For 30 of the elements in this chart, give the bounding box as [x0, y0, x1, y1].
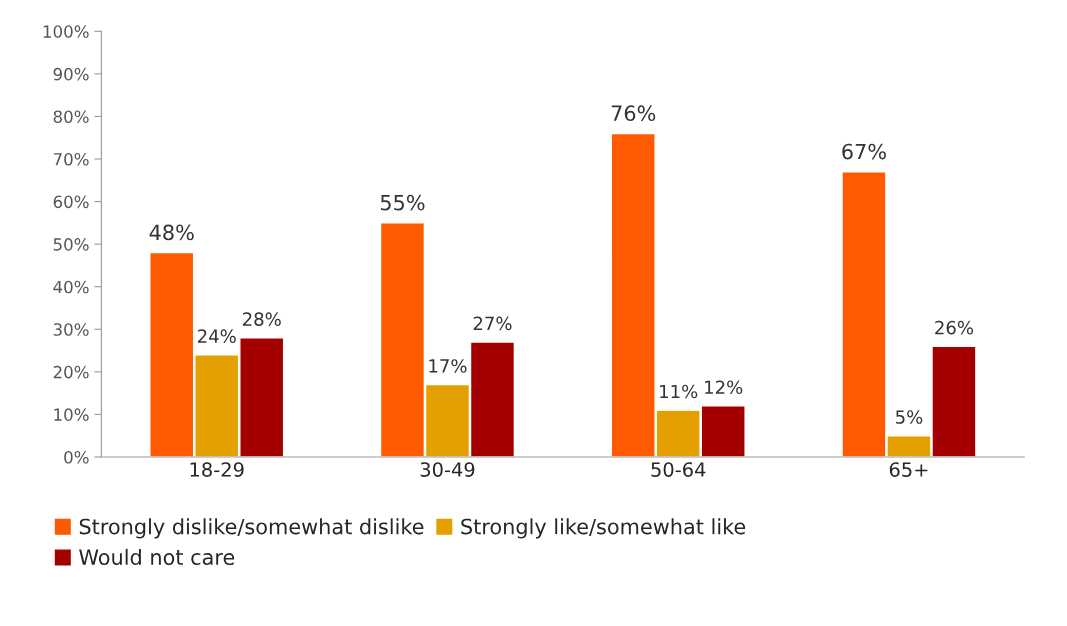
y-tick-label: 30% — [53, 323, 89, 336]
y-tick-label: 60% — [53, 195, 89, 209]
data-label: 26% — [935, 320, 974, 335]
y-tick-label: 100% — [43, 25, 89, 38]
legend-label: Would not care — [79, 548, 235, 565]
y-tick-label: 50% — [53, 238, 89, 251]
data-label: 28% — [242, 312, 281, 326]
data-label: 5% — [896, 410, 923, 424]
data-label: 48% — [149, 224, 194, 241]
x-tick-label: 30-49 — [420, 462, 475, 477]
data-label: 24% — [197, 329, 236, 343]
y-tick-label: 80% — [53, 110, 89, 124]
x-tick-label: 65+ — [889, 462, 928, 477]
legend-label: Strongly like/somewhat like — [461, 518, 746, 539]
y-tick-label: 40% — [53, 280, 89, 294]
x-tick-label: 50-64 — [651, 462, 706, 477]
y-tick-label: 70% — [53, 152, 89, 166]
legend-label: Strongly dislike/somewhat dislike — [79, 518, 424, 539]
x-tick-label: 18-29 — [190, 462, 244, 477]
data-label: 67% — [842, 143, 886, 160]
y-tick-label: 10% — [54, 408, 89, 421]
data-label: 11% — [660, 384, 698, 399]
data-label: 12% — [705, 380, 743, 395]
data-label: 17% — [429, 359, 467, 373]
data-label: 55% — [380, 194, 425, 211]
y-tick-label: 0% — [64, 450, 89, 464]
y-tick-label: 20% — [53, 365, 89, 379]
y-tick-label: 90% — [53, 67, 89, 81]
data-label: 76% — [611, 105, 656, 122]
data-label: 27% — [473, 316, 512, 331]
